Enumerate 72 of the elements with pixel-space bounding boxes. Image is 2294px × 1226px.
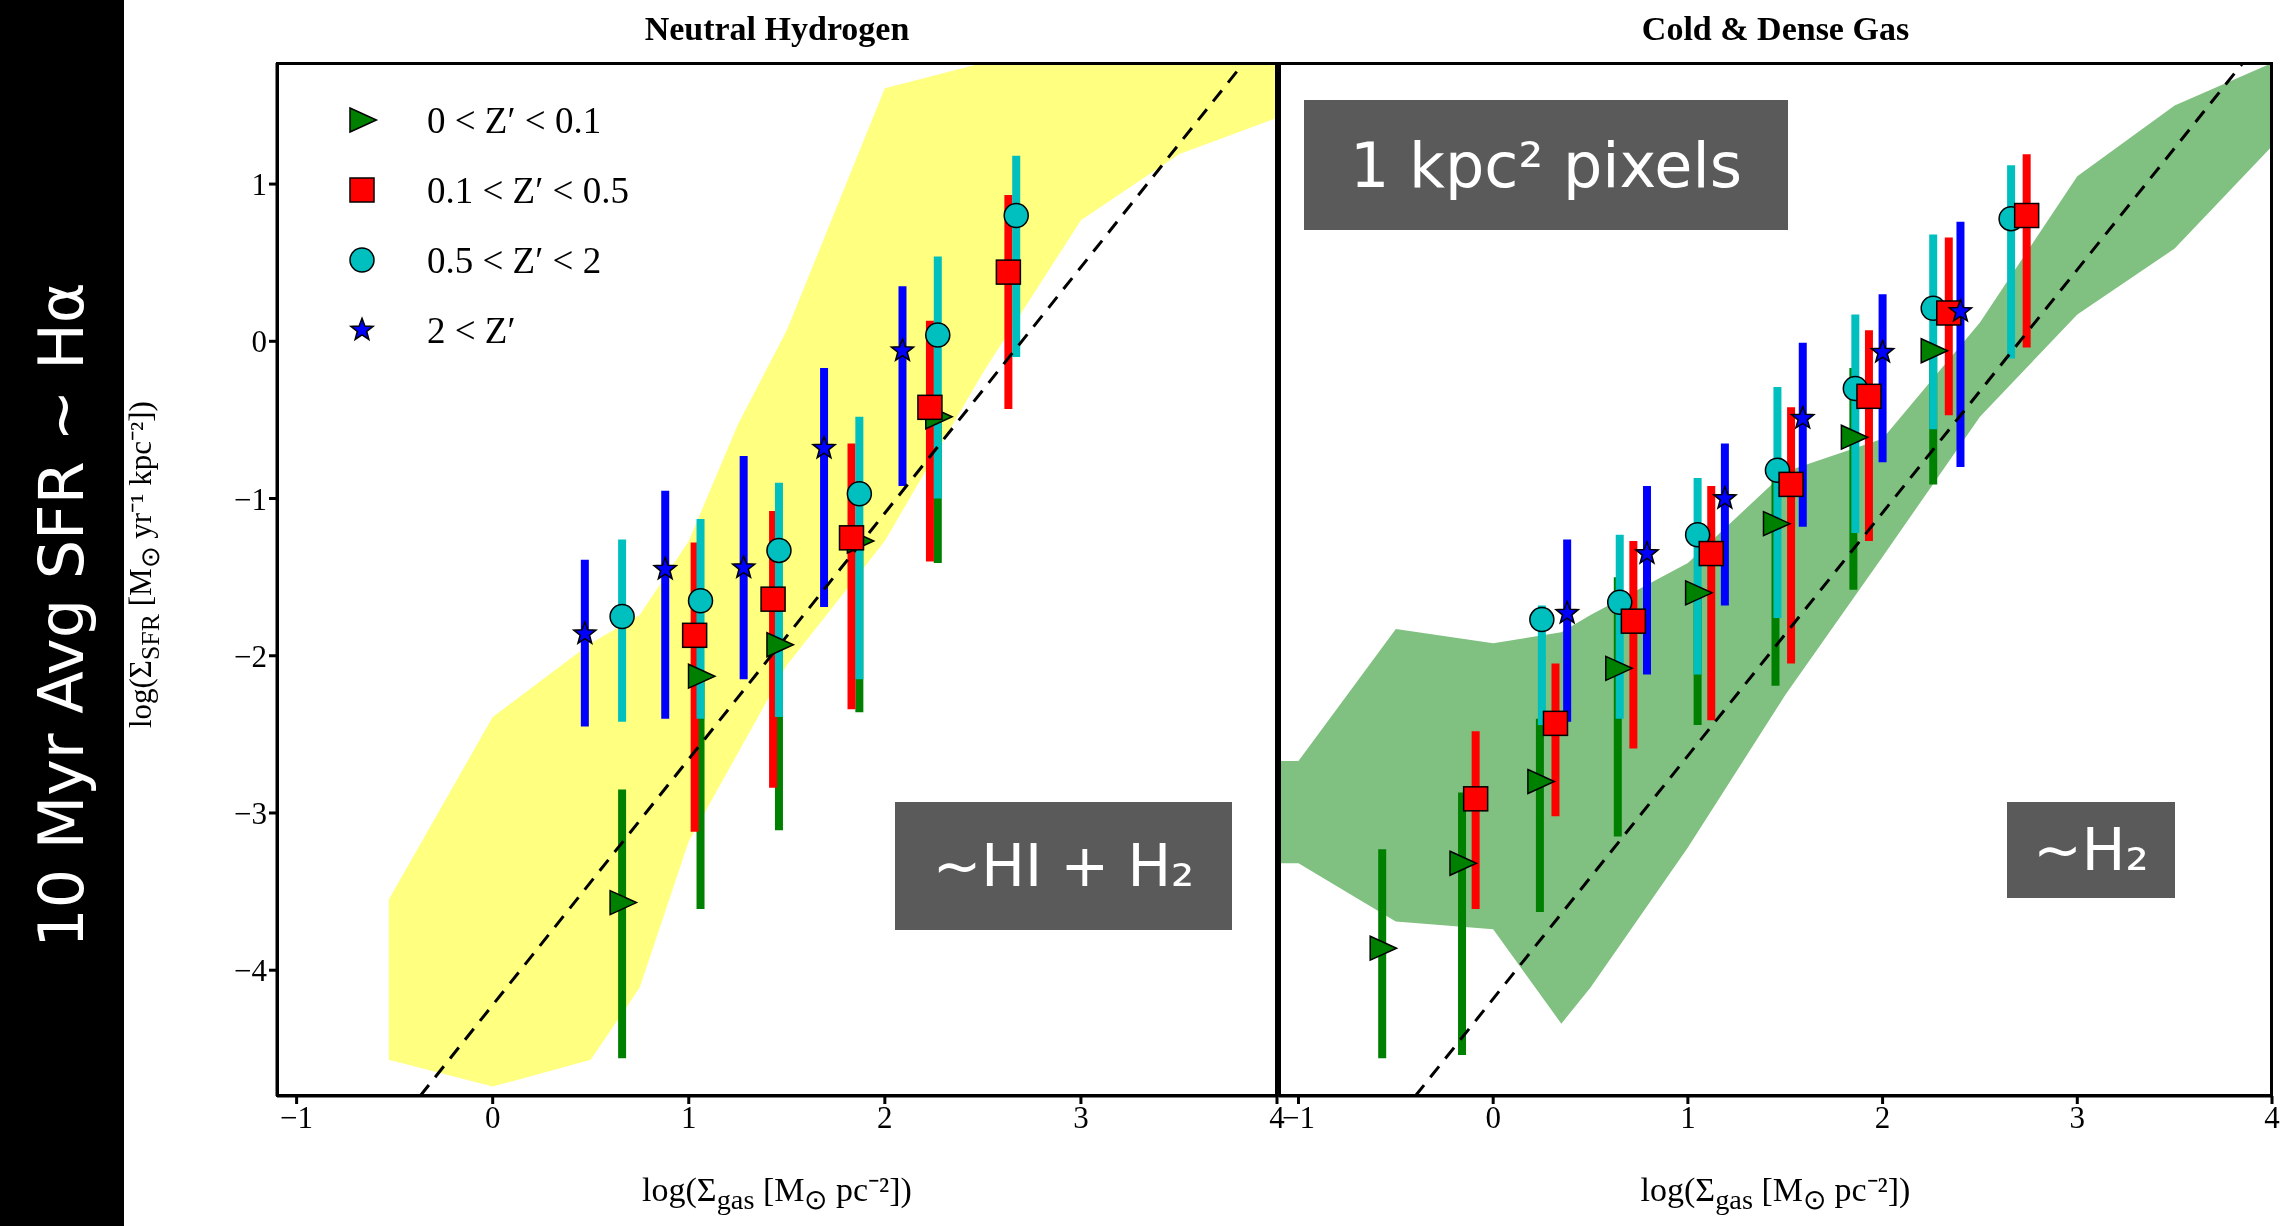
point [1713, 486, 1737, 509]
point [1605, 655, 1633, 682]
legend-label: 0.5 < Z′ < 2 [427, 238, 602, 282]
chart-title: Cold & Dense Gas [1640, 10, 1911, 48]
y-tick-label: −1 [234, 481, 267, 517]
x-tick-label: 2 [1874, 1100, 1891, 1136]
point [1870, 339, 1895, 363]
x-tick-label: 0 [484, 1100, 501, 1136]
point [1840, 424, 1869, 450]
point [1684, 580, 1713, 606]
x-tick-label: −1 [280, 1100, 314, 1136]
annotation: ~HI + H₂ [895, 802, 1232, 930]
x-tick-label: 3 [1073, 1100, 1089, 1136]
point [1003, 202, 1029, 229]
point [1606, 589, 1633, 616]
point [1948, 298, 1973, 322]
point [1635, 541, 1659, 564]
point [1790, 405, 1815, 429]
x-tick-label: 0 [1485, 1100, 1501, 1136]
point [1856, 383, 1882, 410]
legend-label: 2 < Z′ [427, 308, 516, 352]
chart-title: Neutral Hydrogen [643, 10, 911, 48]
point [995, 259, 1022, 285]
point [1527, 768, 1556, 795]
x-tick-label: 3 [2069, 1100, 2086, 1136]
x-axis-title: log(Σ$_{gas}$ [M$_{⊙}$ pc⁻²]) [641, 1170, 913, 1216]
point [609, 603, 635, 630]
point [925, 322, 951, 348]
point [766, 632, 795, 658]
point [681, 622, 708, 649]
point [653, 556, 678, 580]
x-tick-label: 4 [1269, 1100, 1286, 1136]
point [1620, 608, 1647, 634]
x-tick-label: 4 [2264, 1100, 2281, 1136]
point [1542, 710, 1569, 737]
text: 10 Myr Avg SFR ~ Hα [24, 281, 99, 950]
point [2013, 202, 2040, 229]
y-tick-label: −4 [234, 953, 268, 989]
y-tick-label: −3 [234, 795, 267, 831]
x-tick-label: 2 [877, 1100, 893, 1136]
annotation: ~H₂ [2007, 802, 2175, 898]
point [1555, 600, 1580, 624]
y-tick-label: −2 [234, 638, 267, 674]
point [812, 435, 836, 459]
point [1698, 540, 1724, 567]
point [609, 889, 638, 916]
y-tick-label: 0 [251, 324, 267, 360]
point [838, 525, 865, 551]
point [731, 555, 756, 578]
point [1369, 935, 1398, 961]
point [890, 338, 915, 361]
point [1920, 337, 1949, 364]
x-axis-title: log(Σ$_{gas}$ [M$_{⊙}$ pc⁻²]) [1639, 1170, 1912, 1216]
point [572, 621, 597, 644]
point [917, 394, 943, 421]
x-tick-label: 1 [1680, 1100, 1696, 1136]
point [687, 587, 714, 614]
legend-label: 0 < Z′ < 0.1 [427, 98, 602, 142]
point [1449, 850, 1478, 877]
x-tick-label: 1 [681, 1100, 697, 1136]
point [846, 481, 873, 507]
point [1778, 471, 1804, 498]
point [760, 586, 786, 612]
point [1684, 521, 1711, 548]
y-tick-label: 1 [251, 167, 267, 203]
legend-label: 0.1 < Z′ < 0.5 [427, 168, 629, 212]
point [766, 537, 792, 564]
point [1529, 606, 1555, 633]
annotation: 1 kpc² pixels [1304, 100, 1788, 230]
point [1762, 510, 1791, 537]
point [687, 663, 716, 689]
point [1462, 786, 1489, 812]
